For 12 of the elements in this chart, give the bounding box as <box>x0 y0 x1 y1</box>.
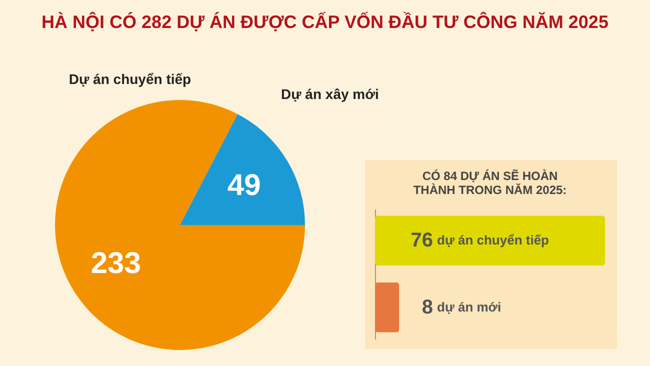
pie-slice <box>180 114 305 225</box>
data-label: 76 <box>410 230 433 252</box>
pie-slice <box>55 100 305 350</box>
chart-title: CÓ 84 DỰ ÁN SẼ HOÀN THÀNH TRONG NĂM 2025: <box>413 169 567 197</box>
chart-title: HÀ NỘI CÓ 282 DỰ ÁN ĐƯỢC CẤP VỐN ĐẦU TƯ CÔNG NĂM 2025 <box>42 11 608 32</box>
y-tick-label: dự án mới <box>437 299 502 314</box>
data-label: 8 <box>422 296 433 318</box>
data-label: 49 <box>227 169 261 202</box>
y-tick-label: dự án chuyển tiếp <box>437 232 550 248</box>
slice-label: Dự án chuyển tiếp <box>68 71 192 87</box>
data-label: 233 <box>90 246 141 280</box>
slice-label: Dự án xây mới <box>281 86 379 102</box>
